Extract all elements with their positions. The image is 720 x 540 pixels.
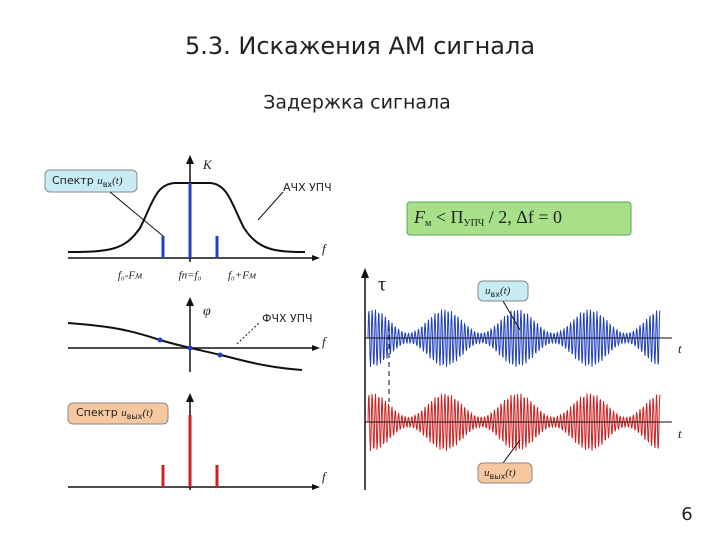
label-arg: (t)	[500, 285, 511, 297]
label-text: Спектр	[76, 406, 118, 419]
wave-label: uвх(t)	[485, 285, 511, 299]
point	[157, 337, 163, 343]
curve-label: АЧХ УПЧ	[283, 181, 332, 194]
formula-sub: м	[425, 218, 432, 229]
label-arg: (t)	[142, 407, 153, 419]
axis-label: f	[322, 241, 328, 256]
label-box	[477, 280, 529, 302]
output-spectrum: f Спектр uвых(t)	[67, 393, 328, 490]
axis-label: t	[678, 426, 682, 441]
leader	[109, 191, 164, 237]
freq-label: f₀+Fм	[228, 270, 256, 282]
leader	[257, 191, 284, 221]
point	[187, 345, 193, 351]
label-box	[67, 402, 169, 425]
label-var: u	[485, 285, 491, 297]
spectrum-label: Спектр uвх(t)	[52, 174, 123, 189]
signal-wave	[367, 309, 661, 367]
waveforms: τ t t uвх(t) uвых(t)	[361, 268, 682, 490]
spectrum-label: Спектр uвых(t)	[76, 406, 153, 421]
label-arg: (t)	[112, 175, 123, 187]
freq-label: fп=f₀	[179, 270, 202, 282]
leader	[502, 300, 521, 331]
label-var: u	[484, 467, 490, 479]
wave-label: uвых(t)	[484, 467, 516, 481]
formula-box	[406, 201, 632, 236]
axis-label: φ	[203, 304, 211, 319]
formula-part: / 2, Δf = 0	[484, 207, 562, 227]
leader	[236, 321, 261, 345]
label-text: Спектр	[52, 174, 94, 187]
amplitude-plot: K f АЧХ УПЧ Спектр uвх(t) f₀-Fм fп=f₀ f₀…	[44, 155, 332, 282]
label-var: u	[97, 175, 103, 187]
title: 5.3. Искажения АМ сигнала	[185, 32, 535, 60]
label-sub: вх	[103, 180, 113, 189]
label-sub: вх	[491, 290, 501, 299]
signal-wave	[367, 393, 661, 451]
page-number: 6	[681, 504, 692, 525]
pfc-curve	[67, 322, 303, 371]
curve-label: ФЧХ УПЧ	[262, 312, 313, 325]
label-box	[44, 169, 138, 193]
formula-part: F	[413, 207, 426, 227]
arrows	[186, 393, 320, 490]
formula: Fм < ПУПЧ / 2, Δf = 0	[413, 207, 562, 229]
axis-label: f	[322, 334, 328, 349]
arrow	[361, 268, 369, 278]
axis-label: K	[202, 157, 213, 172]
formula-part: < П	[431, 207, 463, 227]
axis-label: t	[678, 341, 682, 356]
leader	[502, 439, 521, 464]
afc-curve	[67, 182, 306, 253]
formula-sub: УПЧ	[463, 218, 484, 229]
label-arg: (t)	[505, 467, 516, 479]
subtitle: Задержка сигнала	[263, 92, 451, 114]
delay-label: τ	[378, 274, 386, 296]
point	[217, 352, 223, 358]
phase-plot: φ f ФЧХ УПЧ	[67, 297, 328, 372]
label-sub: вых	[490, 472, 506, 481]
label-box	[477, 462, 533, 484]
label-sub: вых	[127, 412, 143, 421]
freq-label: f₀-Fм	[118, 270, 142, 282]
label-var: u	[121, 407, 127, 419]
axis-label: f	[322, 469, 328, 484]
